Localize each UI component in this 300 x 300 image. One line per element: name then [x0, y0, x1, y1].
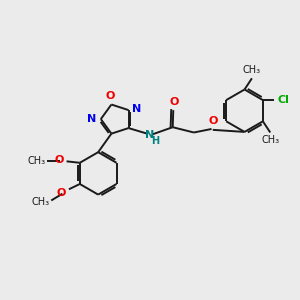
Text: O: O [169, 97, 178, 106]
Text: CH₃: CH₃ [32, 197, 50, 207]
Text: N: N [145, 130, 154, 140]
Text: O: O [57, 188, 66, 198]
Text: H: H [151, 136, 159, 146]
Text: CH₃: CH₃ [243, 65, 261, 75]
Text: O: O [208, 116, 218, 126]
Text: Cl: Cl [277, 95, 289, 105]
Text: O: O [105, 91, 115, 101]
Text: N: N [132, 103, 141, 114]
Text: CH₃: CH₃ [261, 135, 279, 146]
Text: CH₃: CH₃ [28, 156, 46, 166]
Text: O: O [54, 155, 64, 165]
Text: N: N [88, 114, 97, 124]
